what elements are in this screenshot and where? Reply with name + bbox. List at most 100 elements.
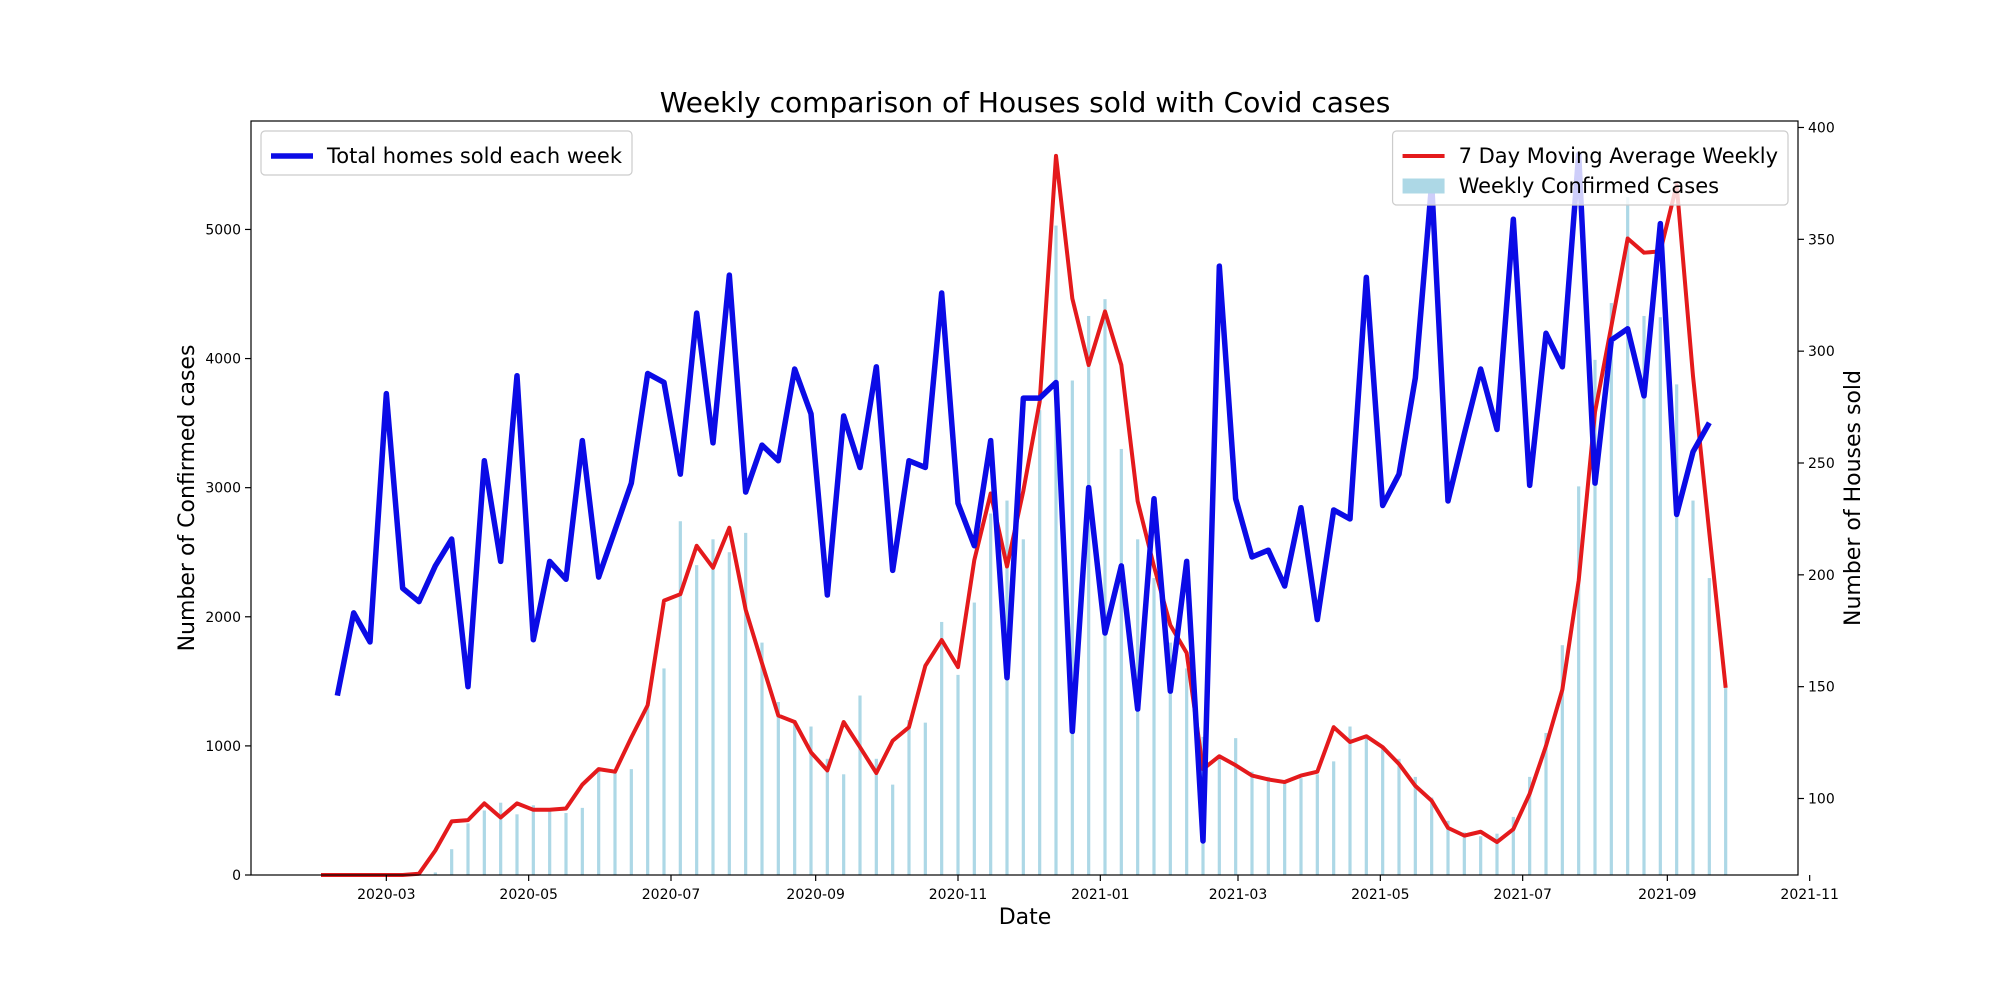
bar — [793, 720, 797, 875]
bar — [1511, 816, 1515, 875]
bar — [1217, 758, 1221, 875]
legend-label: Total homes sold each week — [326, 144, 623, 168]
bar — [629, 769, 633, 875]
bar — [989, 513, 993, 875]
bar — [842, 774, 846, 875]
bar — [1462, 832, 1466, 875]
bar — [1315, 774, 1319, 875]
bar — [1364, 735, 1368, 875]
bar — [646, 707, 650, 875]
bar — [1087, 315, 1091, 876]
y2-tick-label: 100 — [1808, 792, 1835, 808]
bar — [1348, 726, 1352, 875]
x-tick-label: 2021-11 — [1780, 887, 1839, 903]
x-tick-label: 2021-03 — [1209, 887, 1268, 903]
bar — [1266, 776, 1270, 875]
bar — [548, 810, 552, 875]
bar — [1054, 225, 1058, 876]
bar — [1479, 836, 1483, 875]
bar — [1544, 732, 1548, 875]
x-axis-label: Date — [999, 905, 1052, 930]
bar — [1593, 359, 1597, 875]
bar — [597, 769, 601, 875]
y-tick-label: 1000 — [205, 739, 241, 755]
y2-tick-label: 400 — [1808, 120, 1835, 136]
bar — [1152, 578, 1156, 875]
bar — [466, 823, 470, 875]
legend: Total homes sold each week — [260, 130, 633, 176]
chart-title: Weekly comparison of Houses sold with Co… — [660, 86, 1391, 119]
legend-label: Weekly Confirmed Cases — [1459, 174, 1720, 198]
legend-box — [1391, 130, 1789, 206]
x-tick-label: 2020-09 — [786, 887, 845, 903]
bar — [499, 802, 503, 875]
y-axis-label: Number of Confirmed cases — [175, 345, 200, 652]
legend-swatch — [1402, 178, 1445, 194]
bar — [1332, 761, 1336, 875]
x-tick-label: 2021-09 — [1638, 887, 1697, 903]
legend: 7 Day Moving Average Weekly Weekly Confir… — [1391, 130, 1789, 206]
x-tick-label: 2020-05 — [499, 887, 558, 903]
bar — [858, 695, 862, 875]
legend-box — [260, 130, 633, 176]
bar — [874, 758, 878, 875]
bar — [564, 813, 568, 875]
bar — [580, 807, 584, 875]
x-tick-label: 2020-11 — [929, 887, 988, 903]
bar — [1577, 486, 1581, 875]
bar — [1005, 500, 1009, 875]
x-tick-label: 2021-07 — [1493, 887, 1552, 903]
bar — [531, 805, 535, 875]
y2-axis-label: Number of Houses sold — [1841, 370, 1866, 626]
y-tick-label: 2000 — [205, 610, 241, 626]
bar — [662, 668, 666, 875]
bar — [1103, 299, 1107, 875]
bar — [678, 521, 682, 875]
bar — [1560, 645, 1564, 875]
bar — [1397, 758, 1401, 875]
bar — [1119, 448, 1123, 875]
bar — [1038, 410, 1042, 875]
bar — [1250, 771, 1254, 875]
bar — [1707, 578, 1711, 875]
bar — [1299, 778, 1303, 875]
y2-tick-label: 250 — [1808, 456, 1835, 472]
bar — [1381, 745, 1385, 875]
bar — [907, 720, 911, 875]
y-tick-label: 0 — [232, 868, 241, 884]
bar — [760, 642, 764, 875]
bar — [940, 621, 944, 875]
bar — [744, 532, 748, 875]
legend-label: 7 Day Moving Average Weekly — [1459, 144, 1778, 168]
bar — [1626, 197, 1630, 875]
bar — [825, 758, 829, 875]
bar — [1234, 738, 1238, 875]
bar — [1724, 687, 1728, 875]
bar — [515, 814, 519, 875]
bar — [1495, 833, 1499, 875]
x-tick-label: 2020-03 — [357, 887, 416, 903]
bar — [1658, 317, 1662, 875]
x-tick-label: 2020-07 — [642, 887, 701, 903]
y-tick-label: 3000 — [205, 481, 241, 497]
x-tick-label: 2021-05 — [1351, 887, 1410, 903]
bar — [972, 602, 976, 875]
y-tick-label: 5000 — [205, 222, 241, 238]
line-series — [321, 153, 1728, 877]
bar — [482, 810, 486, 875]
bar — [891, 784, 895, 875]
bar — [1675, 384, 1679, 875]
bar — [1430, 797, 1434, 875]
bar — [695, 565, 699, 875]
bar — [1283, 780, 1287, 875]
x-tick-label: 2021-01 — [1071, 887, 1130, 903]
bar — [450, 849, 454, 875]
y-tick-label: 4000 — [205, 352, 241, 368]
bar — [809, 726, 813, 875]
bar — [1413, 776, 1417, 875]
bar — [1168, 642, 1172, 875]
bar — [433, 872, 437, 875]
bar — [711, 539, 715, 875]
y2-tick-label: 150 — [1808, 680, 1835, 696]
